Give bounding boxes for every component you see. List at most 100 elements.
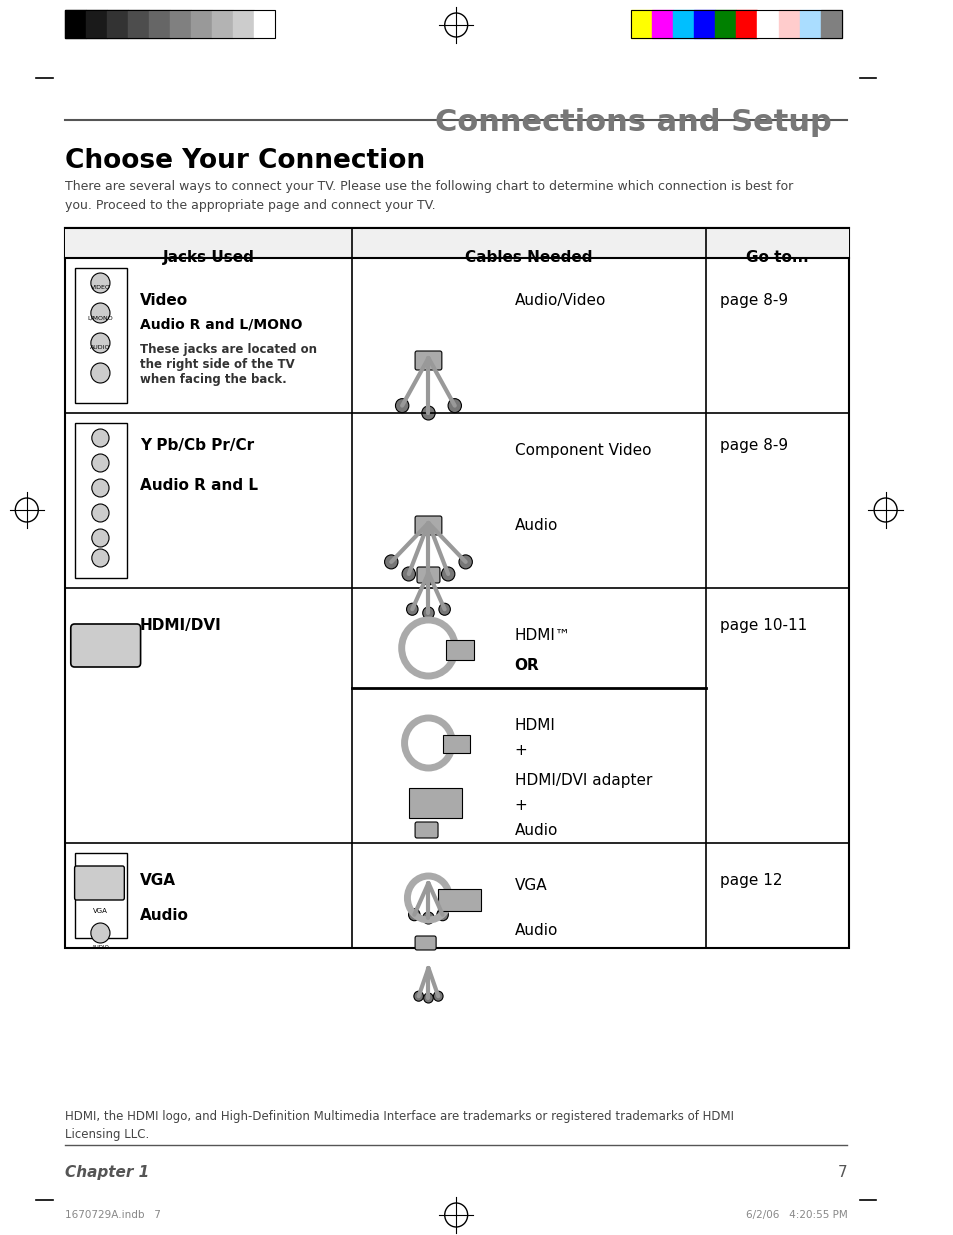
Circle shape [422, 911, 434, 924]
Bar [445, 640, 474, 659]
Circle shape [91, 333, 110, 353]
Text: VGA: VGA [92, 908, 108, 914]
Circle shape [433, 992, 442, 1002]
Text: OR: OR [514, 658, 538, 673]
Text: page 8-9: page 8-9 [720, 438, 787, 453]
Circle shape [91, 479, 109, 496]
Text: AUDIO: AUDIO [91, 345, 111, 350]
Bar [694, 10, 715, 38]
Circle shape [91, 454, 109, 472]
Text: HDMI: HDMI [514, 718, 555, 734]
Bar [233, 10, 254, 38]
Bar [170, 10, 192, 38]
Text: These jacks are located on: These jacks are located on [139, 343, 316, 356]
Text: +: + [514, 798, 527, 813]
Bar [107, 10, 128, 38]
Text: Audio R and L: Audio R and L [139, 478, 257, 493]
Text: 7: 7 [837, 1165, 846, 1179]
Circle shape [422, 606, 434, 619]
Bar [631, 10, 652, 38]
Text: AUDIO: AUDIO [91, 945, 110, 950]
Bar [192, 10, 213, 38]
Bar [74, 853, 127, 939]
Text: Component Video: Component Video [514, 443, 650, 458]
Text: Connections and Setup: Connections and Setup [435, 107, 831, 137]
Circle shape [436, 909, 448, 921]
Text: VGA: VGA [514, 878, 547, 893]
Bar [74, 268, 127, 403]
Bar [652, 10, 673, 38]
Bar [757, 10, 778, 38]
Text: Audio/Video: Audio/Video [514, 293, 605, 308]
Circle shape [91, 429, 109, 447]
Text: Go to...: Go to... [745, 249, 808, 266]
Text: Chapter 1: Chapter 1 [65, 1165, 149, 1179]
Circle shape [91, 504, 109, 522]
Text: HDMI/DVI adapter: HDMI/DVI adapter [514, 773, 651, 788]
Circle shape [401, 567, 415, 580]
Bar [820, 10, 841, 38]
Bar [442, 735, 469, 753]
Text: HDMI™: HDMI™ [514, 629, 570, 643]
Bar [74, 424, 127, 578]
Bar [673, 10, 694, 38]
Bar [65, 10, 86, 38]
Text: Audio: Audio [514, 823, 558, 839]
Bar [799, 10, 820, 38]
Circle shape [91, 303, 110, 324]
Bar [736, 10, 757, 38]
Bar [631, 10, 841, 38]
FancyBboxPatch shape [415, 823, 437, 839]
Text: VIDEO: VIDEO [91, 285, 111, 290]
Bar [65, 10, 275, 38]
Bar [778, 10, 799, 38]
Circle shape [91, 550, 109, 567]
Circle shape [441, 567, 455, 580]
Text: Audio: Audio [139, 908, 189, 923]
Circle shape [423, 993, 433, 1003]
Circle shape [408, 909, 419, 921]
Circle shape [91, 923, 110, 944]
Circle shape [91, 273, 110, 293]
Text: HDMI/DVI: HDMI/DVI [139, 618, 221, 634]
Bar [715, 10, 736, 38]
Bar [409, 788, 461, 818]
Text: 6/2/06   4:20:55 PM: 6/2/06 4:20:55 PM [745, 1210, 846, 1220]
Circle shape [421, 406, 435, 420]
Text: 1670729A.indb   7: 1670729A.indb 7 [65, 1210, 161, 1220]
Circle shape [438, 603, 450, 615]
Circle shape [406, 603, 417, 615]
Bar [65, 228, 848, 258]
Text: page 8-9: page 8-9 [720, 293, 787, 308]
Text: VGA: VGA [139, 873, 175, 888]
Bar [437, 889, 480, 911]
Bar [254, 10, 275, 38]
Text: when facing the back.: when facing the back. [139, 373, 286, 387]
Text: page 12: page 12 [720, 873, 781, 888]
Text: Audio R and L/MONO: Audio R and L/MONO [139, 317, 302, 332]
Circle shape [395, 399, 409, 412]
Circle shape [414, 992, 423, 1002]
Circle shape [384, 555, 397, 569]
Circle shape [421, 571, 435, 585]
Circle shape [458, 555, 472, 569]
Text: the right side of the TV: the right side of the TV [139, 358, 294, 370]
Bar [65, 228, 848, 948]
Text: There are several ways to connect your TV. Please use the following chart to det: There are several ways to connect your T… [65, 180, 793, 212]
FancyBboxPatch shape [416, 567, 439, 583]
FancyBboxPatch shape [415, 351, 441, 370]
FancyBboxPatch shape [415, 936, 436, 950]
Text: L/MONO: L/MONO [88, 315, 113, 320]
Circle shape [91, 529, 109, 547]
FancyBboxPatch shape [71, 624, 140, 667]
Text: HDMI, the HDMI logo, and High-Definition Multimedia Interface are trademarks or : HDMI, the HDMI logo, and High-Definition… [65, 1110, 733, 1141]
Bar [213, 10, 233, 38]
Text: Video: Video [139, 293, 188, 308]
Text: Choose Your Connection: Choose Your Connection [65, 148, 425, 174]
Bar [86, 10, 107, 38]
Text: Y Pb/Cb Pr/Cr: Y Pb/Cb Pr/Cr [139, 438, 253, 453]
Circle shape [448, 399, 461, 412]
FancyBboxPatch shape [415, 516, 441, 535]
Text: Jacks Used: Jacks Used [162, 249, 254, 266]
Bar [128, 10, 149, 38]
